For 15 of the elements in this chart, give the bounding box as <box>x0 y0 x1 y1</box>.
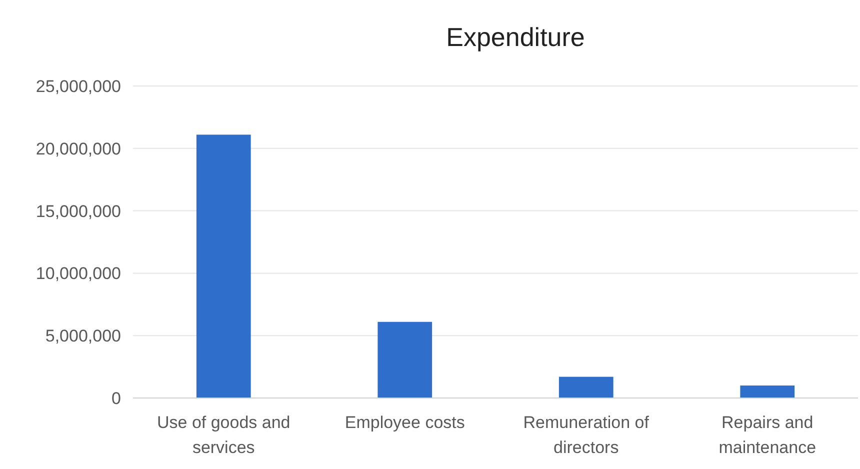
y-tick-label: 20,000,000 <box>36 139 121 158</box>
bar <box>378 322 432 398</box>
y-tick-label: 25,000,000 <box>36 76 121 96</box>
y-tick-label: 5,000,000 <box>45 326 121 346</box>
bar <box>196 134 251 398</box>
y-tick-label: 10,000,000 <box>36 264 121 284</box>
x-tick-label: Remuneration of directors <box>523 413 650 457</box>
x-tick-label: Repairs and maintenance <box>718 413 816 457</box>
x-tick-label: Use of goods and services <box>156 413 290 457</box>
bar <box>740 386 795 398</box>
y-tick-label: 0 <box>112 388 121 408</box>
x-tick-label: Employee costs <box>344 413 465 432</box>
bar <box>558 376 614 398</box>
y-tick-label: 15,000,000 <box>36 202 121 221</box>
chart-title: Expenditure <box>446 22 585 52</box>
